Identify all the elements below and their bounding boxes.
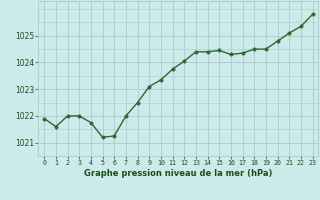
X-axis label: Graphe pression niveau de la mer (hPa): Graphe pression niveau de la mer (hPa) [84,169,273,178]
